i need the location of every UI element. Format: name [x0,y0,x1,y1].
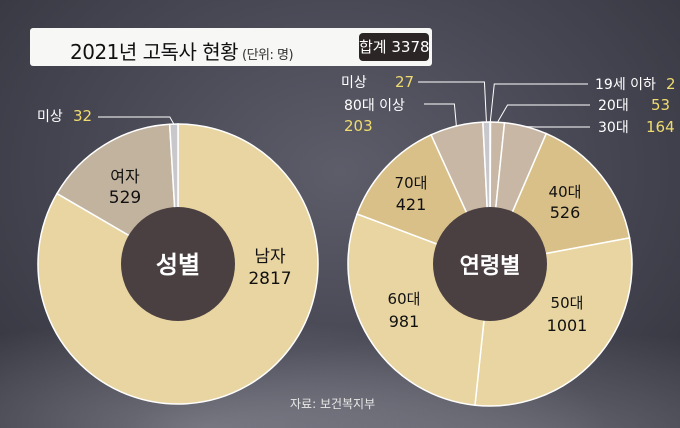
age-label-outside: 30대 [598,120,629,136]
gender-label-unknown: 미상 [37,109,63,125]
page-title: 2021년 고독사 현황 (단위: 명) [70,36,294,65]
age-label-outside: 미상 [341,75,367,91]
age-label: 60대 [388,290,421,308]
total-badge: 합계 3378 [359,33,430,61]
age-label: 40대 [549,183,582,201]
unit-label: (단위: 명) [242,48,294,63]
age-leader [497,104,590,123]
gender-leader-unknown [98,116,175,125]
age-value-outside: 164 [646,118,675,136]
age-leader [418,81,487,123]
source-note: 자료: 보건복지부 [290,397,376,411]
age-value-outside: 2 [666,75,676,93]
age-chart-title: 연령별 [460,254,521,279]
age-leader [489,83,588,123]
age-value: 1001 [547,316,588,335]
age-value: 526 [550,203,581,222]
age-label: 70대 [395,174,428,192]
age-label-outside: 20대 [598,98,629,114]
age-value-outside: 53 [651,96,670,114]
gender-value-unknown: 32 [73,107,92,125]
gender-label-female: 여자 [110,167,140,186]
gender-chart-title: 성별 [156,251,200,279]
age-value-outside: 27 [395,73,414,91]
age-value: 421 [396,195,427,214]
title-bar: 2021년 고독사 현황 (단위: 명) 합계 3378 [30,28,432,66]
age-label-outside: 19세 이하 [595,77,656,93]
age-leader [424,103,457,127]
gender-donut-hole [121,207,235,321]
age-label: 50대 [551,294,584,312]
age-label-outside: 80대 이상 [344,98,405,114]
title-text: 2021년 고독사 현황 [70,40,239,64]
age-value: 981 [389,312,420,331]
age-value-outside: 203 [344,117,373,135]
age-donut-hole [433,207,547,321]
gender-label-male: 남자 [254,247,286,267]
gender-value-male: 2817 [248,269,291,289]
gender-value-female: 529 [109,188,141,208]
